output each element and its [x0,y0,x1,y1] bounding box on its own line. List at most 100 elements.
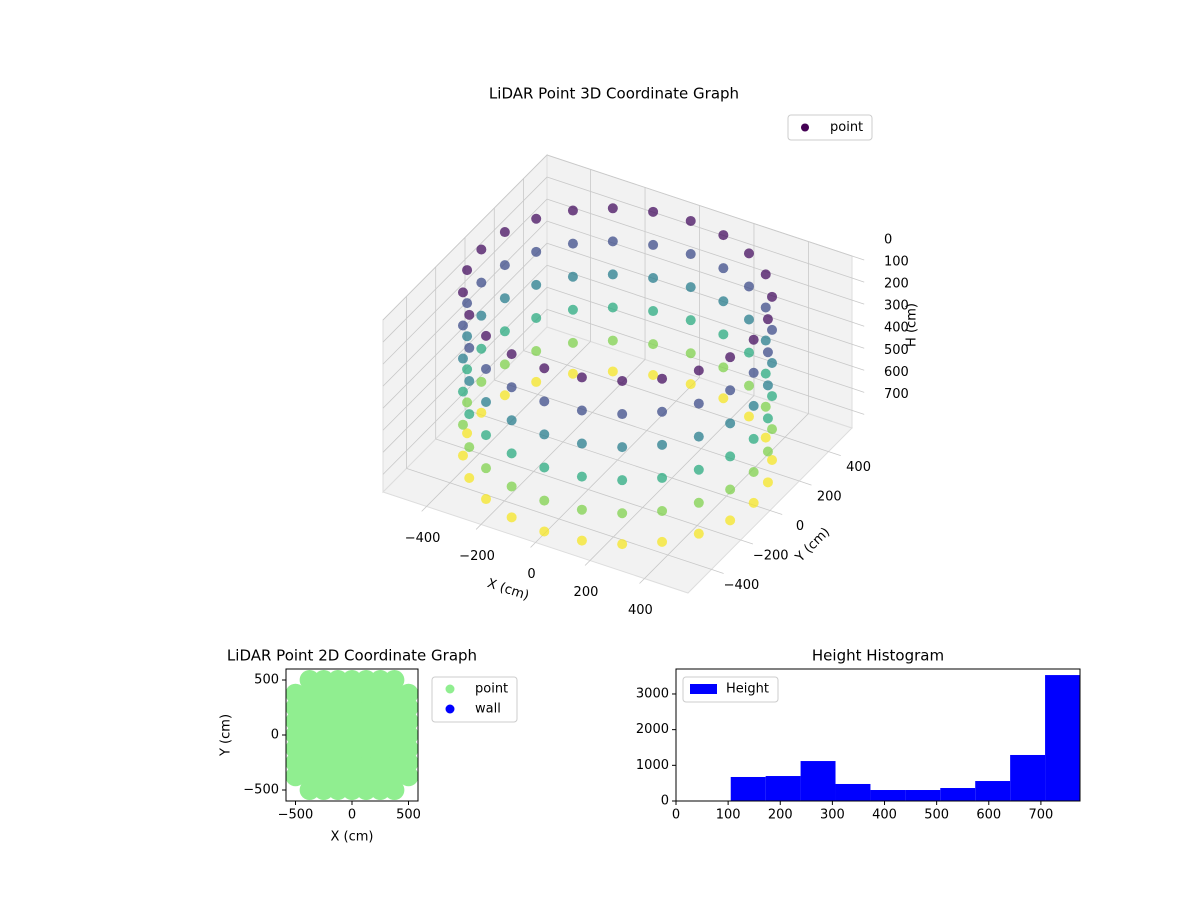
point [356,766,377,787]
point [356,780,377,800]
bar [765,776,801,801]
point [760,401,771,412]
point [748,467,759,478]
point [342,780,362,800]
point [342,697,362,718]
point [748,334,759,345]
point [327,752,348,773]
point [760,368,771,379]
legend-marker [801,123,809,132]
point [356,752,377,773]
legend-marker [445,684,455,694]
point [356,711,377,732]
point [313,711,334,732]
x-tick-label: −200 [459,549,495,564]
grid-line [435,438,741,541]
point [313,697,334,718]
point [384,725,405,745]
z-tick-label: 600 [884,365,909,380]
bar [800,761,836,801]
point [299,766,320,787]
point [531,246,542,257]
point [762,446,773,457]
bar [730,776,766,801]
point [481,494,492,505]
point [762,347,773,358]
point [617,508,628,519]
point [657,373,668,384]
point [718,329,729,340]
point [476,277,487,288]
legend-marker [690,684,717,694]
point [617,475,628,486]
point [384,711,405,732]
point [743,281,754,292]
point [499,390,510,401]
point [743,314,754,325]
y-tick-label: 400 [846,460,871,475]
legend-box [787,114,873,141]
point [457,386,468,397]
point [725,451,736,462]
point [481,363,492,374]
point [384,670,405,690]
point [476,310,487,321]
point [567,205,578,216]
point [718,393,729,404]
point [313,752,334,773]
tick-mark [530,542,536,548]
point [725,484,736,495]
point [481,463,492,474]
bar [835,783,871,801]
point [767,291,778,302]
grid-line [382,176,548,343]
point [370,780,391,800]
point [539,462,550,473]
point [617,442,628,453]
point [462,397,473,408]
x-axis-label: X (cm) [485,576,531,604]
point [464,442,475,453]
tick-mark [475,524,482,530]
point [476,244,487,255]
point [685,348,696,359]
legend-marker [445,704,455,714]
point [607,203,618,214]
legend-label: wall [475,702,501,717]
point [457,419,468,430]
point [685,215,696,226]
point [506,415,517,426]
bar [870,790,906,801]
point [499,293,510,304]
point [356,670,377,690]
point [567,337,578,348]
point [743,380,754,391]
point [767,357,778,368]
point [657,536,668,547]
point [648,370,659,381]
point [457,320,468,331]
point [457,353,468,364]
point [767,455,778,466]
point [539,429,550,440]
x-tick-label: 0 [672,808,680,823]
point [576,372,587,383]
point [539,363,550,374]
plot-3d: −400 −200 0 200 400 −400 −200 0 200 400 0 100 200 300… [382,114,920,618]
x-tick-label: 400 [872,808,897,823]
point [499,326,510,337]
x-axis-label: X (cm) [331,830,374,845]
legend-label: point [830,120,863,135]
grid-line [546,154,853,257]
y-tick-label: 200 [817,490,842,505]
point [299,725,320,745]
point [464,473,475,484]
point [462,331,473,342]
point [767,391,778,402]
point [464,342,475,353]
point [506,481,517,492]
tick-mark [851,409,865,415]
grid-line [546,286,853,389]
point [476,407,487,418]
point [748,400,759,411]
